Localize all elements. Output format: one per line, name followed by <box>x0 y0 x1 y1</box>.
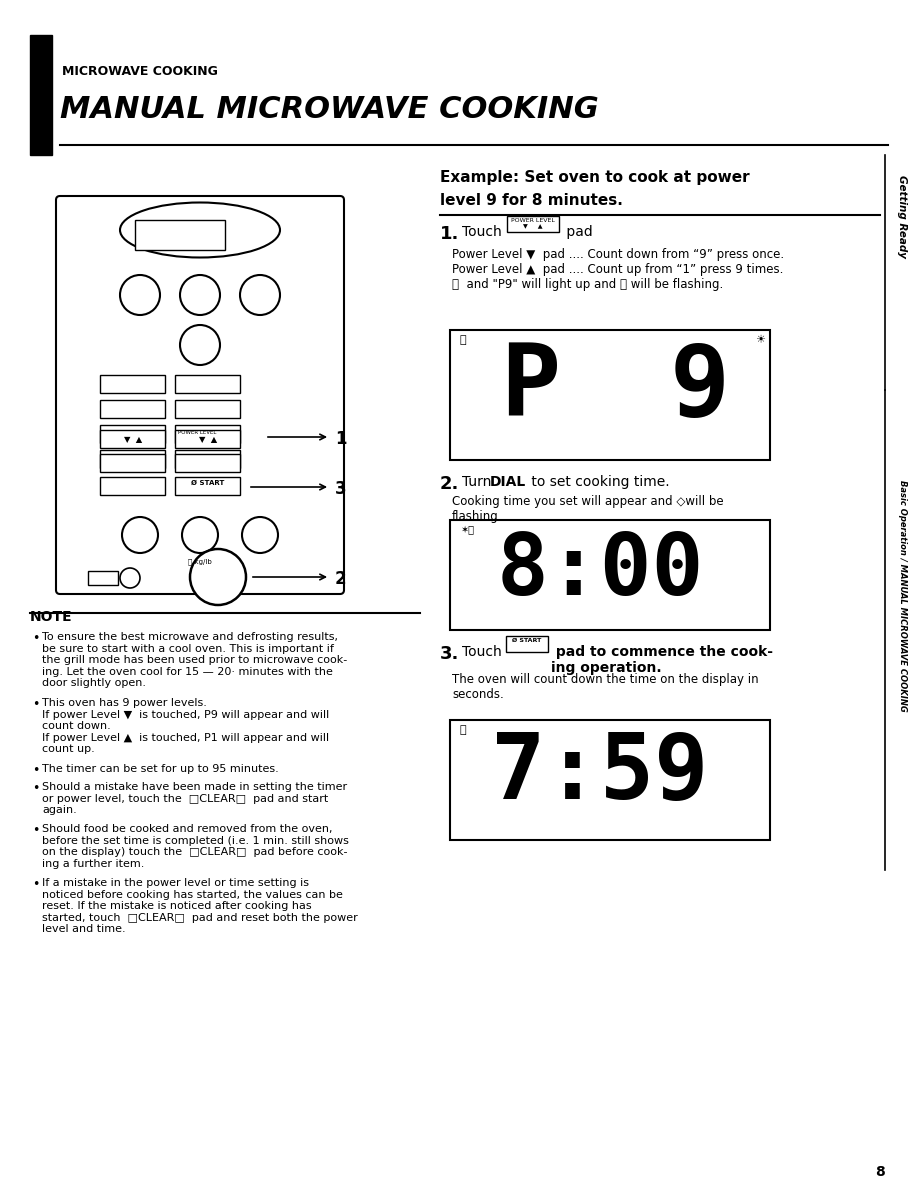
Text: 2: 2 <box>335 570 347 588</box>
Circle shape <box>182 517 218 552</box>
Bar <box>30 34 52 154</box>
Text: ✶⎕: ✶⎕ <box>460 525 474 535</box>
Text: to set cooking time.: to set cooking time. <box>527 475 669 489</box>
Bar <box>506 636 548 652</box>
Text: •: • <box>32 878 39 891</box>
Bar <box>175 430 240 448</box>
Text: Example: Set oven to cook at power: Example: Set oven to cook at power <box>440 170 750 185</box>
Bar <box>175 454 240 472</box>
Text: The oven will count down the time on the display in
seconds.: The oven will count down the time on the… <box>452 672 758 701</box>
Bar <box>100 375 165 393</box>
Circle shape <box>240 274 280 315</box>
Text: Cooking time you set will appear and ◇will be
flashing.: Cooking time you set will appear and ◇wi… <box>452 495 723 523</box>
Bar <box>888 170 918 380</box>
Bar <box>100 478 165 495</box>
Text: The timer can be set for up to 95 minutes.: The timer can be set for up to 95 minute… <box>42 764 279 775</box>
Text: ▼  ▲: ▼ ▲ <box>124 435 142 444</box>
Circle shape <box>120 568 140 588</box>
Text: ☀: ☀ <box>755 335 765 345</box>
Text: •: • <box>32 699 39 710</box>
Text: To ensure the best microwave and defrosting results,
be sure to start with a coo: To ensure the best microwave and defrost… <box>42 632 347 688</box>
Text: Touch: Touch <box>462 645 506 659</box>
Text: Should a mistake have been made in setting the timer
or power level, touch the  : Should a mistake have been made in setti… <box>42 782 347 815</box>
Text: pad to commence the cook-
ing operation.: pad to commence the cook- ing operation. <box>551 645 773 675</box>
Ellipse shape <box>120 202 280 258</box>
Bar <box>175 450 240 468</box>
Text: ⎕: ⎕ <box>460 725 466 735</box>
Bar <box>450 720 770 840</box>
Text: 8:00: 8:00 <box>497 530 704 613</box>
Text: P: P <box>500 340 560 437</box>
Text: •: • <box>32 632 39 645</box>
Bar <box>507 216 559 232</box>
Text: Ø START: Ø START <box>191 480 225 486</box>
Text: •: • <box>32 764 39 777</box>
Text: level 9 for 8 minutes.: level 9 for 8 minutes. <box>440 192 623 208</box>
Circle shape <box>242 517 278 552</box>
Text: MICROWAVE COOKING: MICROWAVE COOKING <box>62 65 218 78</box>
Text: Touch: Touch <box>462 225 506 239</box>
Circle shape <box>120 274 160 315</box>
Text: POWER LEVEL
▼     ▲: POWER LEVEL ▼ ▲ <box>511 219 555 229</box>
Circle shape <box>180 326 220 365</box>
Text: 7:59: 7:59 <box>491 729 709 819</box>
Bar <box>88 571 118 584</box>
Text: ▼  ▲: ▼ ▲ <box>199 435 218 444</box>
Bar <box>175 400 240 418</box>
Bar <box>100 450 165 468</box>
Bar <box>100 454 165 472</box>
Text: 3.: 3. <box>440 645 459 663</box>
Text: Turn: Turn <box>462 475 496 489</box>
Text: DIAL: DIAL <box>490 475 526 489</box>
Bar <box>135 220 225 249</box>
Circle shape <box>190 549 246 605</box>
Text: If a mistake in the power level or time setting is
noticed before cooking has st: If a mistake in the power level or time … <box>42 878 358 935</box>
Circle shape <box>122 517 158 552</box>
Text: POWER LEVEL: POWER LEVEL <box>178 430 217 435</box>
Text: 3: 3 <box>335 480 347 498</box>
Text: 9: 9 <box>670 340 730 437</box>
Bar <box>175 375 240 393</box>
Text: •: • <box>32 824 39 838</box>
Bar <box>100 430 165 448</box>
Text: Basic Operation / MANUAL MICROWAVE COOKING: Basic Operation / MANUAL MICROWAVE COOKI… <box>898 480 906 712</box>
Bar <box>175 478 240 495</box>
Text: 1.: 1. <box>440 225 459 244</box>
Text: Should food be cooked and removed from the oven,
before the set time is complete: Should food be cooked and removed from t… <box>42 824 349 868</box>
Text: Power Level ▼  pad .... Count down from “9” press once.
Power Level ▲  pad .... : Power Level ▼ pad .... Count down from “… <box>452 248 784 291</box>
Circle shape <box>180 274 220 315</box>
Bar <box>175 425 240 443</box>
Text: MANUAL MICROWAVE COOKING: MANUAL MICROWAVE COOKING <box>60 95 599 124</box>
Bar <box>100 400 165 418</box>
Text: Getting Ready: Getting Ready <box>897 175 907 258</box>
Text: pad: pad <box>562 225 593 239</box>
Bar <box>450 330 770 460</box>
Bar <box>100 425 165 443</box>
FancyBboxPatch shape <box>56 196 344 594</box>
Text: •: • <box>32 782 39 795</box>
Text: 2.: 2. <box>440 475 459 493</box>
Text: ⓘ kg/lb: ⓘ kg/lb <box>188 558 212 564</box>
Text: NOTE: NOTE <box>30 609 73 624</box>
Text: This oven has 9 power levels.
If power Level ▼  is touched, P9 will appear and w: This oven has 9 power levels. If power L… <box>42 699 330 754</box>
Text: Ø START: Ø START <box>512 638 542 643</box>
Text: ⎕: ⎕ <box>460 335 466 345</box>
Bar <box>450 520 770 630</box>
Text: 8: 8 <box>875 1165 885 1178</box>
Text: 1: 1 <box>335 430 346 448</box>
